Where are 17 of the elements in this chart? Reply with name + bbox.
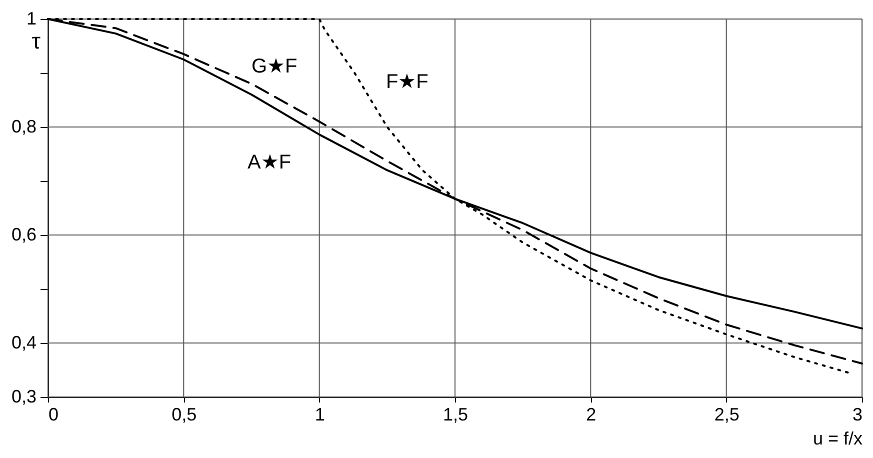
x-tick-label: 0	[48, 404, 59, 424]
series-label: A★F	[248, 152, 292, 174]
series-label: F★F	[386, 71, 428, 93]
y-tick-label: 1	[26, 8, 36, 28]
x-tick-label: 0,5	[172, 404, 197, 424]
y-tick-label: 0,6	[11, 224, 36, 244]
x-tick-label: 2	[586, 404, 596, 424]
y-tick-label: 0,4	[11, 332, 36, 352]
x-tick-label: 3	[852, 404, 862, 424]
series-label: G★F	[251, 56, 298, 78]
y-tick-label: 0,3	[11, 386, 36, 406]
y-tick-label: 0,8	[11, 116, 36, 136]
x-tick-label: 1,5	[442, 404, 468, 424]
x-tick-label: 1	[314, 404, 325, 424]
y-axis-title: τ	[32, 28, 41, 54]
x-tick-label: 2,5	[714, 404, 740, 424]
x-axis-title: u = f/x	[812, 428, 862, 448]
